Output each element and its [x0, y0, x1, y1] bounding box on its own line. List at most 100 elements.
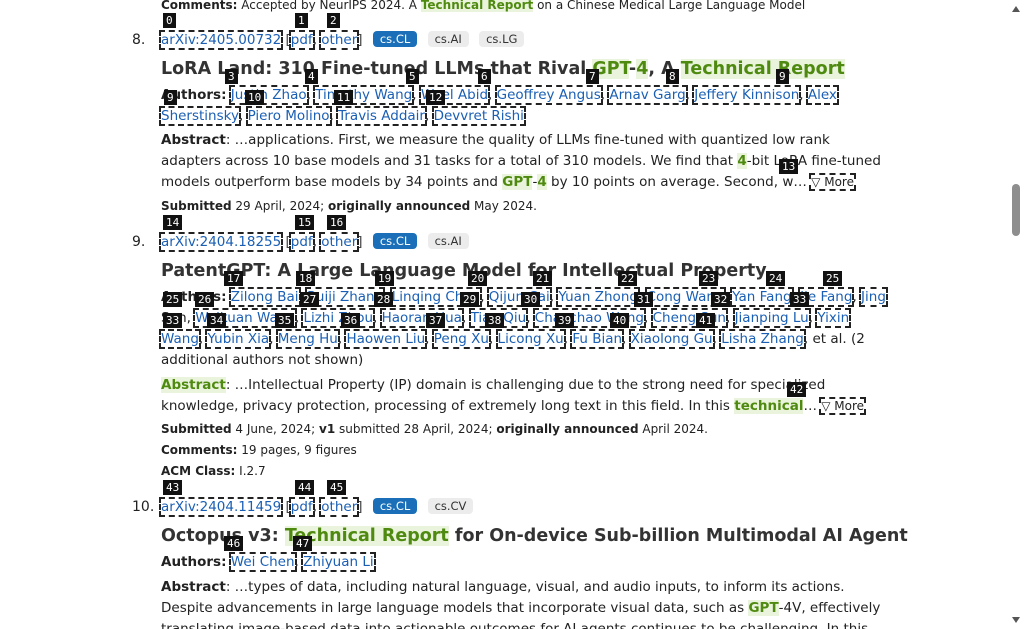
author-link[interactable]: Linqing Chen — [389, 287, 483, 307]
author-link[interactable]: Zilong Bai — [228, 287, 301, 307]
element-badge: 33 — [790, 292, 810, 307]
other-link[interactable]: other — [319, 232, 360, 252]
result-title: LoRA Land: 310 Fine-tuned LLMs that Riva… — [161, 59, 845, 79]
author-link[interactable]: Wang — [159, 329, 201, 349]
element-badge: 24 — [766, 271, 786, 286]
arxiv-id-link[interactable]: arXiv:2405.00732 — [158, 30, 284, 50]
result-title: Octopus v3: Technical Report for On-devi… — [161, 526, 908, 546]
category-tag[interactable]: cs.LG — [479, 31, 525, 47]
element-badge: 18 — [296, 271, 316, 286]
author-link[interactable]: Yixin — [815, 308, 852, 328]
author-link[interactable]: Timothy Wang — [313, 85, 415, 105]
abstract-line: Abstract: …Intellectual Property (IP) do… — [161, 377, 826, 393]
category-tag[interactable]: cs.AI — [427, 31, 469, 47]
abstract-line: Abstract: …types of data, including natu… — [161, 579, 845, 595]
scroll-up-arrow-icon[interactable] — [1012, 6, 1020, 12]
author-link[interactable]: Licong Xu — [495, 329, 566, 349]
result-number: 9. — [132, 234, 146, 250]
more-toggle[interactable]: ▽ More — [809, 173, 856, 191]
author-link[interactable]: Sherstinsky — [159, 106, 241, 126]
element-badge: 16 — [327, 215, 347, 230]
author-link[interactable]: Qijun Cai — [486, 287, 552, 307]
element-badge: 25 — [823, 271, 843, 286]
author-link[interactable]: Yubin Xia — [205, 329, 272, 349]
authors-line: Authors: Justin Zhao, Timothy Wang, Wael… — [161, 85, 839, 105]
author-link[interactable]: Travis Addair — [336, 106, 427, 126]
primary-category-tag[interactable]: cs.CL — [372, 233, 418, 249]
primary-category-tag[interactable]: cs.CL — [372, 31, 418, 47]
abstract-line: translating image-based data into action… — [161, 621, 869, 629]
author-link[interactable]: Haowen Liu — [344, 329, 428, 349]
result-number: 8. — [132, 32, 146, 48]
scroll-down-arrow-icon[interactable] — [1012, 617, 1020, 623]
author-link[interactable]: Yan Fang — [730, 287, 794, 307]
element-badge: 35 — [275, 313, 295, 328]
author-link[interactable]: Fu Bian — [570, 329, 625, 349]
author-link[interactable]: Lisha Zhang — [719, 329, 806, 349]
author-link[interactable]: Jing — [859, 287, 888, 307]
element-badge: 39 — [555, 313, 575, 328]
pdf-link[interactable]: pdf — [288, 232, 315, 252]
pdf-link[interactable]: pdf — [288, 30, 315, 50]
author-link[interactable]: Haoran Hua — [379, 308, 464, 328]
authors-line: Sun, Weikuan Wang, Lizhi Zhou, Haoran Hu… — [161, 308, 852, 328]
author-link[interactable]: Meng Hu — [275, 329, 340, 349]
author-link[interactable]: Lizhi Zhou — [301, 308, 376, 328]
element-badge: 23 — [699, 271, 719, 286]
other-link[interactable]: other — [319, 30, 360, 50]
element-badge: 29 — [460, 292, 480, 307]
author-link[interactable]: Wei Chen — [228, 552, 297, 572]
author-link[interactable]: Jianping Lu — [732, 308, 811, 328]
primary-category-tag[interactable]: cs.CL — [372, 498, 418, 514]
element-badge: 31 — [634, 292, 654, 307]
element-badge: 19 — [375, 271, 395, 286]
authors-line: Sherstinsky, Piero Molino, Travis Addair… — [159, 106, 526, 126]
author-link[interactable]: Yuan Zhong — [556, 287, 640, 307]
element-badge: 33 — [163, 313, 183, 328]
scrollbar-thumb[interactable] — [1012, 184, 1020, 236]
author-link[interactable]: Alex — [805, 85, 839, 105]
category-tag[interactable]: cs.CV — [427, 498, 474, 514]
element-badge: 38 — [485, 313, 505, 328]
author-link[interactable]: Peng Xu — [431, 329, 491, 349]
element-badge: 13 — [779, 159, 799, 174]
author-link[interactable]: Justin Zhao — [228, 85, 309, 105]
element-badge: 4 — [305, 69, 318, 84]
element-badge: 22 — [618, 271, 638, 286]
result-title: PatentGPT: A Large Language Model for In… — [161, 261, 767, 281]
vertical-scrollbar[interactable] — [1008, 0, 1024, 629]
element-badge: 3 — [225, 69, 238, 84]
arxiv-id-link[interactable]: arXiv:2404.11459 — [158, 497, 284, 517]
element-badge: 42 — [787, 382, 807, 397]
author-link[interactable]: Xiaolong Gu — [628, 329, 715, 349]
more-toggle[interactable]: ▽ More — [819, 397, 867, 415]
element-badge: 9 — [164, 90, 177, 105]
element-badge: 40 — [610, 313, 630, 328]
arxiv-id-link[interactable]: arXiv:2404.18255 — [158, 232, 284, 252]
author-link[interactable]: Ruiji Zhang — [305, 287, 386, 307]
result-links: arXiv:2404.11459 [pdf, other] cs.CL cs.C… — [158, 497, 474, 517]
author-link[interactable]: Jeffery Kinnison — [692, 85, 802, 105]
element-badge: 11 — [334, 90, 354, 105]
author-link[interactable]: Arnav Garg — [607, 85, 688, 105]
author-link[interactable]: Piero Molino — [245, 106, 332, 126]
abstract-line: adapters across 10 base models and 31 ta… — [161, 153, 881, 169]
element-badge: 17 — [224, 271, 244, 286]
abstract-line: models outperform base models by 34 poin… — [161, 173, 856, 191]
other-link[interactable]: other — [319, 497, 360, 517]
author-link[interactable]: Cong Wang — [644, 287, 726, 307]
submitted-line: Submitted 4 June, 2024; v1 submitted 28 … — [161, 422, 708, 436]
author-link[interactable]: Geoffrey Angus — [494, 85, 603, 105]
category-tag[interactable]: cs.AI — [427, 233, 469, 249]
authors-more-line: additional authors not shown) — [161, 352, 364, 368]
element-badge: 12 — [426, 90, 446, 105]
pdf-link[interactable]: pdf — [288, 497, 315, 517]
comments-line: Comments: 19 pages, 9 figures — [161, 443, 357, 457]
comments-line-top: Comments: Accepted by NeurIPS 2024. A Te… — [161, 0, 806, 12]
authors-line: Wang, Yubin Xia, Meng Hu, Haowen Liu, Pe… — [159, 329, 865, 349]
element-badge: 43 — [163, 480, 183, 495]
author-link[interactable]: Devvret Rishi — [431, 106, 526, 126]
author-link[interactable]: Jie Fang — [798, 287, 855, 307]
author-link[interactable]: Zhiyuan Li — [301, 552, 376, 572]
